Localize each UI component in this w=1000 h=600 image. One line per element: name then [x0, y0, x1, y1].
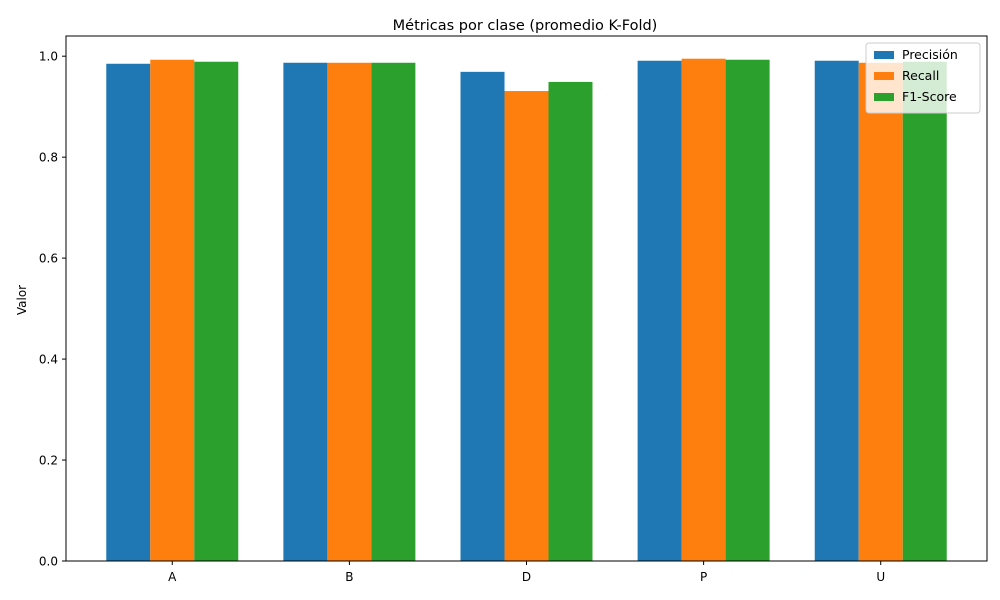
legend-swatch: [874, 93, 894, 101]
legend-label: Recall: [902, 68, 939, 83]
legend-box: [865, 42, 981, 114]
bar-precisi-n-a: [106, 63, 151, 561]
x-tick-label: D: [522, 570, 531, 584]
bar-recall-a: [150, 59, 195, 562]
y-tick-label: 0.2: [39, 454, 58, 468]
bar-precisi-n-u: [814, 60, 859, 562]
chart-title: Métricas por clase (promedio K-Fold): [393, 18, 658, 34]
x-tick-label: U: [876, 570, 885, 584]
y-tick-label: 0.0: [39, 555, 58, 569]
bars-group: [106, 58, 947, 562]
bar-recall-p: [681, 58, 726, 562]
legend-label: Precisión: [902, 47, 958, 62]
bar-f1-score-u: [902, 61, 947, 562]
y-axis-label: Valor: [15, 285, 29, 315]
y-tick-label: 0.6: [39, 252, 58, 266]
bar-precisi-n-d: [460, 71, 505, 562]
legend-label: F1-Score: [902, 89, 957, 104]
bar-precisi-n-p: [637, 60, 682, 562]
x-tick-label: B: [345, 570, 353, 584]
y-tick-label: 1.0: [39, 50, 58, 64]
bar-precisi-n-b: [283, 62, 328, 561]
bar-f1-score-a: [194, 61, 239, 562]
x-tick-label: P: [700, 570, 707, 584]
bar-f1-score-p: [725, 59, 770, 562]
legend-swatch: [874, 72, 894, 80]
x-tick-label: A: [168, 570, 177, 584]
bar-recall-d: [504, 91, 549, 561]
axes-group: 0.0 0.2 0.4 0.6 0.8 1.0 A B D P U: [39, 35, 988, 584]
bar-recall-u: [858, 62, 903, 561]
legend-swatch: [874, 51, 894, 59]
bar-recall-b: [327, 62, 372, 561]
legend: Precisión Recall F1-Score: [865, 42, 981, 114]
bar-f1-score-b: [371, 62, 416, 561]
y-tick-label: 0.8: [39, 151, 58, 165]
bar-f1-score-d: [548, 81, 593, 561]
y-tick-label: 0.4: [39, 353, 58, 367]
